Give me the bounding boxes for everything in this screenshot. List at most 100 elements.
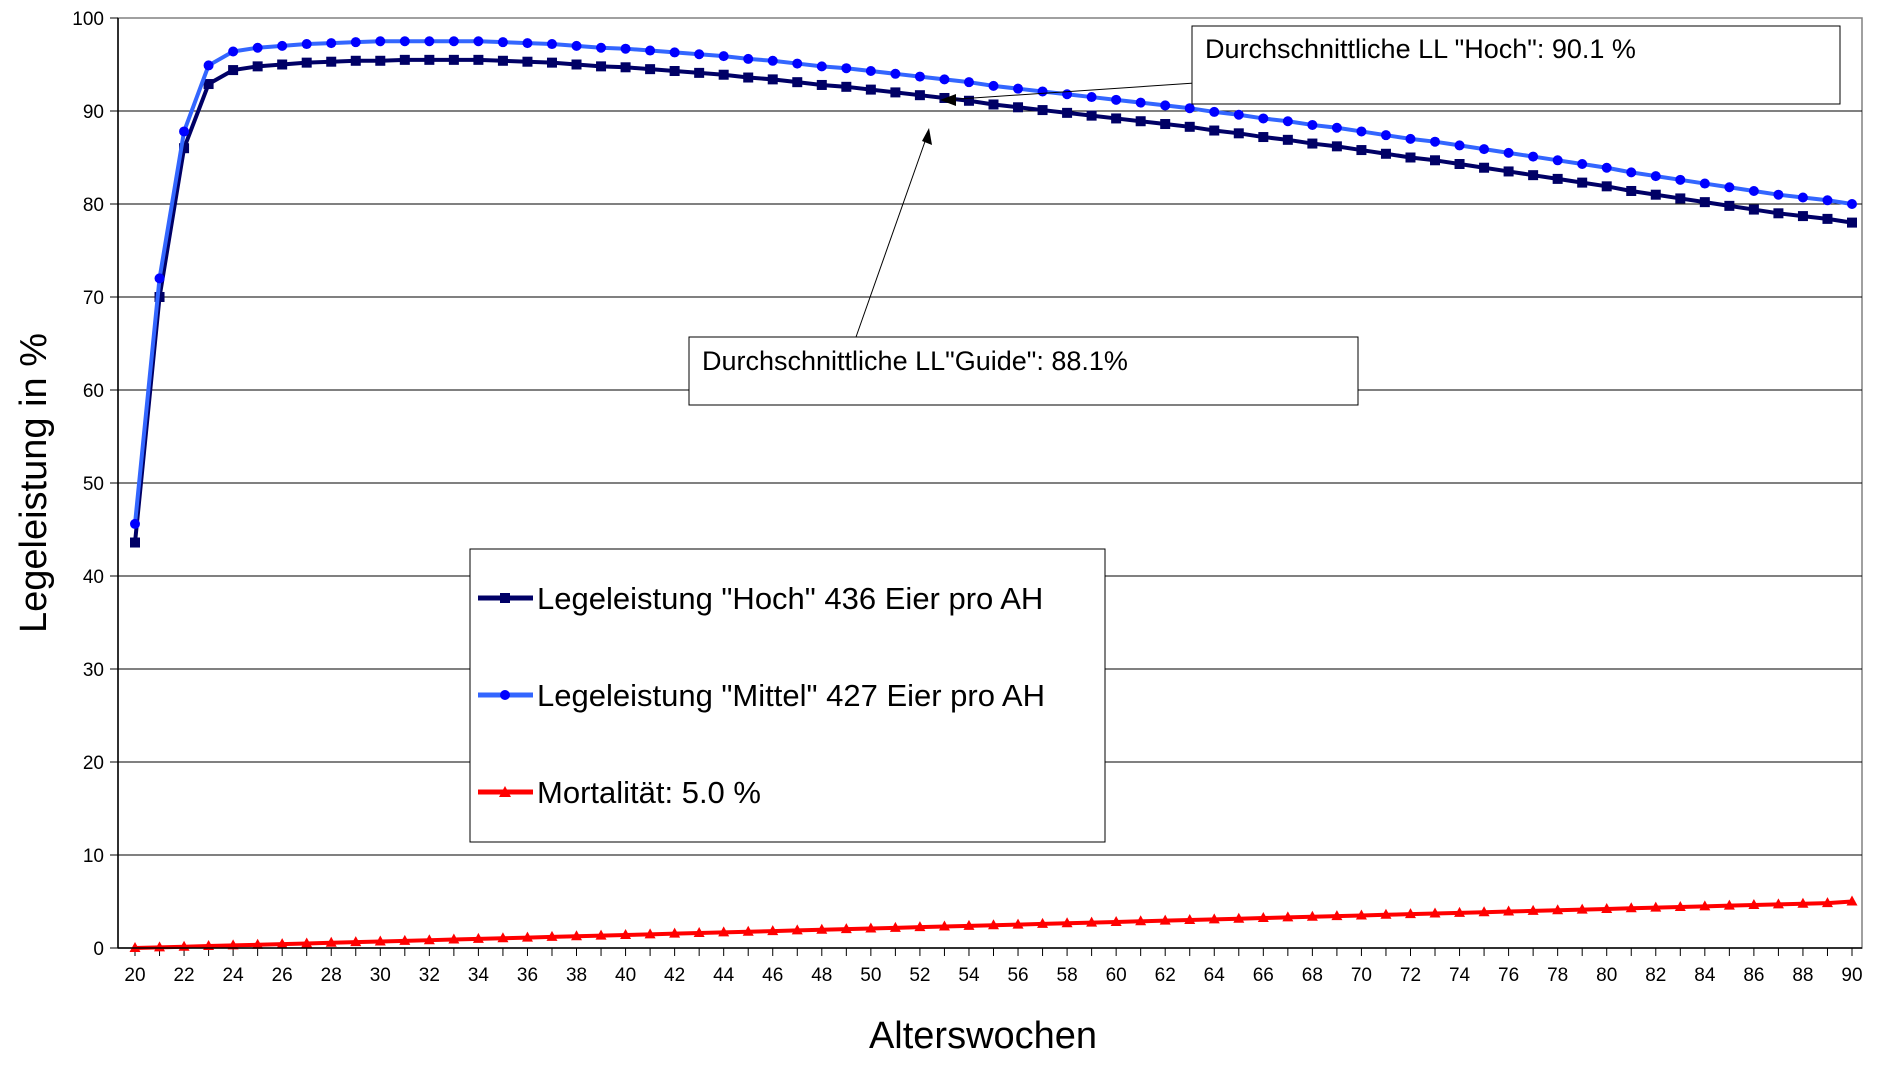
legend-entry-mortalitaet: Mortalität: 5.0 % [478,775,761,810]
data-point-s2-70 [1355,909,1367,920]
y-tick-label-80: 80 [83,195,104,216]
data-point-s2-88 [1797,897,1809,908]
data-point-s2-56 [1012,918,1024,929]
data-point-s0-78 [1552,173,1563,184]
data-point-s2-57 [1037,917,1049,928]
data-point-s0-47 [792,77,803,88]
data-point-s0-70 [1356,145,1367,156]
data-point-s2-50 [865,922,877,933]
data-point-s1-37 [546,39,557,50]
data-point-s2-41 [644,928,656,939]
data-point-s2-48 [816,923,828,934]
data-point-s1-33 [448,36,459,47]
data-point-s1-73 [1430,136,1441,147]
data-point-s1-44 [718,51,729,62]
data-point-s1-64 [1209,106,1220,117]
x-tick-label-56: 56 [1007,965,1028,986]
data-point-s0-25 [252,61,263,72]
annotation-hoch: Durchschnittliche LL "Hoch": 90.1 % [940,25,1841,106]
data-point-s0-45 [743,72,754,83]
data-point-s0-52 [914,90,925,101]
data-point-s1-84 [1699,178,1710,189]
data-point-s2-83 [1674,900,1686,911]
data-point-s2-47 [791,924,803,935]
data-point-s2-34 [472,932,484,943]
data-point-s2-89 [1821,897,1833,908]
data-point-s1-90 [1847,199,1857,209]
data-point-s2-38 [571,930,583,941]
x-tick-label-78: 78 [1547,965,1568,986]
data-point-s0-31 [399,54,410,65]
data-point-s1-57 [1037,86,1048,97]
annotation-guide-box [688,336,1359,406]
data-point-s1-88 [1797,192,1808,203]
data-point-s1-66 [1258,113,1269,124]
annotation-guide-arrowhead [922,128,932,145]
data-point-s1-86 [1748,185,1759,196]
data-point-s2-67 [1282,911,1294,922]
data-point-s2-75 [1478,906,1490,917]
data-point-s0-67 [1282,134,1293,145]
data-point-s2-35 [497,932,509,943]
data-point-s1-41 [645,45,656,56]
data-point-s0-38 [571,59,582,70]
data-point-s1-58 [1062,89,1073,100]
x-tick-label-74: 74 [1449,965,1471,986]
data-point-s2-44 [718,926,730,937]
data-point-s1-50 [865,66,876,77]
data-point-s1-22 [179,126,190,137]
data-point-s0-20 [130,537,140,548]
data-point-s1-79 [1577,159,1588,170]
legend: Legeleistung "Hoch" 436 Eier pro AH Lege… [469,548,1106,843]
data-point-s2-31 [399,934,411,945]
x-axis-ticks: 20 22 24 26 28 30 32 34 36 38 40 42 44 46 48 50 52 54 56 58… [124,948,1863,986]
data-point-s2-32 [423,934,435,945]
data-point-s0-37 [546,57,557,68]
data-point-s2-54 [963,919,975,930]
data-point-s0-53 [939,92,950,103]
x-tick-label-22: 22 [173,965,194,986]
data-point-s1-40 [620,43,631,54]
data-point-s1-68 [1307,119,1318,130]
data-point-s1-54 [963,77,974,88]
data-point-s1-46 [767,55,778,66]
data-point-s0-57 [1037,105,1048,116]
data-point-s1-71 [1380,130,1391,141]
data-point-s2-81 [1625,902,1637,913]
data-point-s0-65 [1233,128,1244,139]
x-tick-label-48: 48 [811,965,832,986]
data-point-s2-82 [1650,901,1662,912]
data-point-s1-74 [1454,140,1465,151]
y-tick-label-90: 90 [83,102,104,123]
data-point-s1-29 [350,37,361,48]
data-point-s1-77 [1528,151,1539,162]
data-point-s0-80 [1601,181,1612,192]
data-point-s0-41 [645,64,656,75]
data-point-s1-24 [228,46,239,57]
annotation-guide-arrow [855,132,929,338]
data-point-s2-76 [1503,905,1515,916]
data-point-s2-63 [1184,914,1196,925]
data-point-s0-85 [1724,200,1735,211]
x-tick-label-32: 32 [419,965,440,986]
data-point-s2-24 [227,939,239,950]
data-point-s1-38 [571,40,582,51]
data-point-s0-33 [448,54,459,65]
legend-marker-mortalitaet [499,786,511,797]
data-point-s1-65 [1233,109,1244,120]
data-point-s0-77 [1528,170,1539,181]
data-point-s0-83 [1675,193,1686,204]
data-point-s0-84 [1699,197,1710,208]
series-0 [130,54,1857,548]
data-point-s0-54 [963,95,974,106]
annotation-hoch-arrow [943,82,1196,101]
data-point-s1-89 [1822,195,1833,206]
legend-box [469,548,1106,843]
data-point-s1-78 [1552,155,1563,166]
y-tick-label-50: 50 [83,474,104,495]
y-tick-label-60: 60 [83,381,104,402]
data-point-s2-72 [1404,908,1416,919]
annotation-hoch-arrowhead [940,94,956,106]
x-tick-label-70: 70 [1351,965,1372,986]
data-point-s1-59 [1086,92,1097,103]
